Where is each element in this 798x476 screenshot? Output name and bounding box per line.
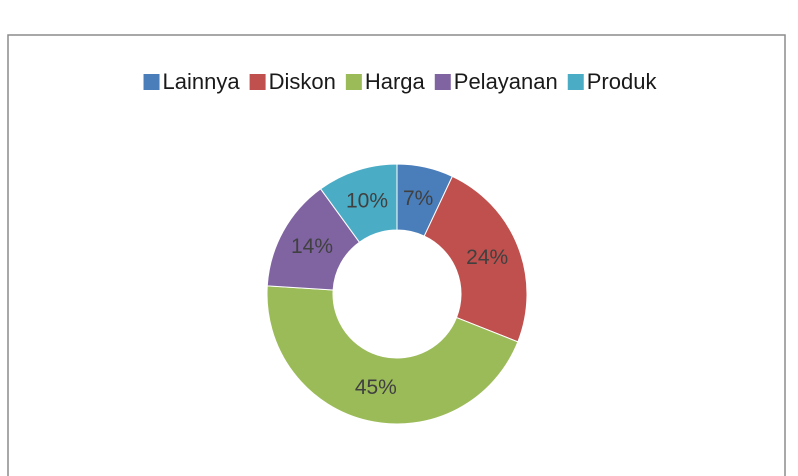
legend-label: Lainnya	[163, 69, 241, 94]
legend-swatch	[143, 74, 160, 90]
legend-label: Pelayanan	[454, 69, 558, 94]
data-label: 14%	[291, 235, 333, 258]
legend-swatch	[345, 74, 362, 90]
donut-segment	[319, 163, 398, 243]
legend-swatch	[434, 74, 451, 90]
legend-label: Diskon	[269, 69, 336, 94]
legend-swatch	[567, 74, 584, 90]
legend-swatch	[249, 74, 266, 90]
legend-label: Harga	[365, 69, 426, 94]
legend: Lainnya Diskon Harga Pelayanan Produk	[143, 69, 658, 94]
donut-segment	[423, 175, 528, 343]
data-label: 10%	[346, 189, 388, 212]
data-label: 7%	[403, 187, 433, 210]
data-label: 45%	[355, 376, 397, 399]
donut-segment	[266, 285, 519, 425]
legend-label: Produk	[587, 69, 658, 94]
data-label: 24%	[466, 246, 508, 269]
